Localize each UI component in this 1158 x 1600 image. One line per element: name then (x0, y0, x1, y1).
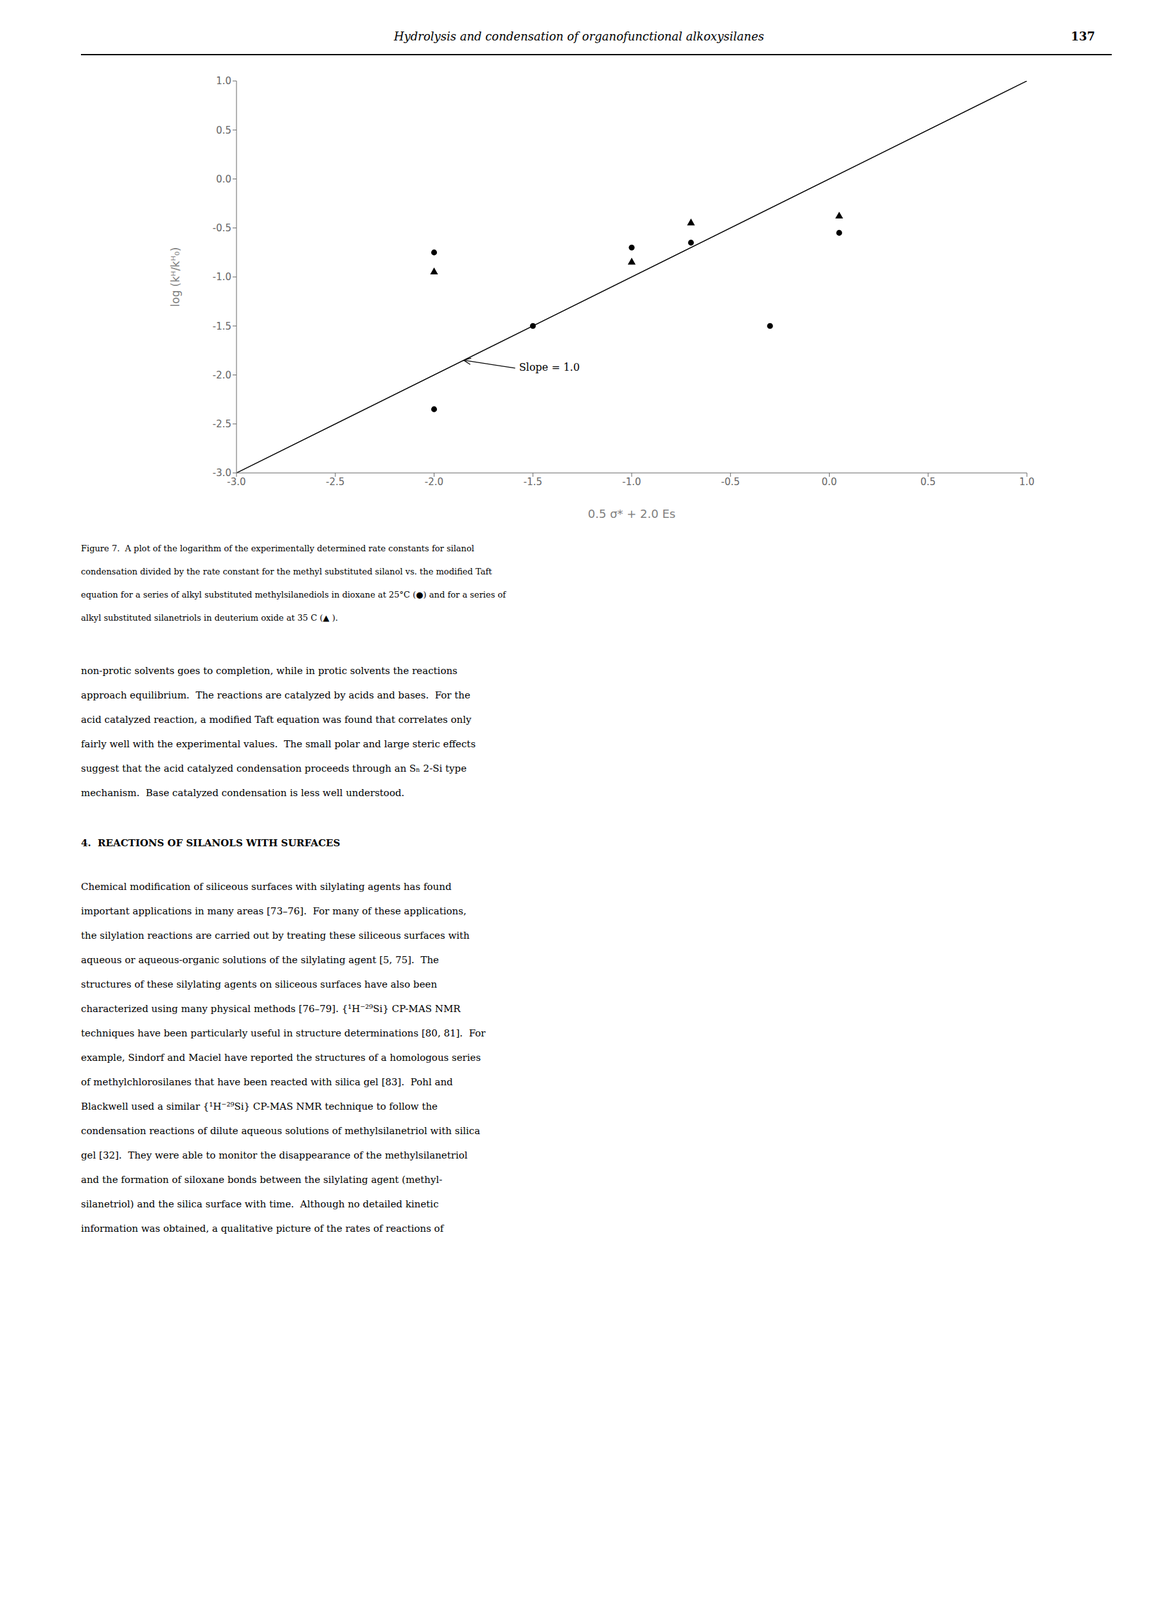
html-text:condensation divided by the ra: condensation divided by the rate constan… (80, 566, 492, 577)
svg-text:-3.0: -3.0 (212, 467, 232, 479)
svg-text:-1.5: -1.5 (523, 476, 543, 488)
svg-text:0.5: 0.5 (920, 476, 936, 488)
svg-text:-2.5: -2.5 (325, 476, 345, 488)
html-text:approach equilibrium. The reac: approach equilibrium. The reactions are … (80, 689, 471, 702)
svg-text:-1.0: -1.0 (622, 476, 641, 488)
svg-text:-1.0: -1.0 (212, 271, 232, 283)
html-text:aqueous or aqueous-organic sol: aqueous or aqueous-organic solutions of … (80, 954, 439, 966)
html-text:fairly well with the experimen: fairly well with the experimental values… (80, 738, 476, 750)
html-text:techniques have been particula: techniques have been particularly useful… (80, 1027, 486, 1040)
svg-text:-2.5: -2.5 (212, 418, 232, 430)
svg-text:-2.0: -2.0 (424, 476, 444, 488)
html-text:suggest that the acid catalyze: suggest that the acid catalyzed condensa… (80, 762, 467, 775)
html-text:Figure 7. A plot of the logari: Figure 7. A plot of the logarithm of the… (80, 543, 475, 554)
svg-text:1.0: 1.0 (1019, 476, 1035, 488)
html-text:example, Sindorf and Maciel ha: example, Sindorf and Maciel have reporte… (80, 1051, 481, 1064)
html-text:of methylchlorosilanes that ha: of methylchlorosilanes that have been re… (80, 1076, 453, 1088)
html-text:alkyl substituted silanetriols: alkyl substituted silanetriols in deuter… (80, 613, 338, 623)
svg-text:-1.5: -1.5 (212, 320, 232, 333)
svg-text:-0.5: -0.5 (721, 476, 740, 488)
svg-text:1.0: 1.0 (215, 75, 232, 87)
svg-text:-2.0: -2.0 (212, 369, 232, 382)
html-text:Hydrolysis and condensation of: Hydrolysis and condensation of organofun… (393, 29, 765, 44)
svg-text:log (kᴴ/kᴴ₀): log (kᴴ/kᴴ₀) (169, 247, 182, 308)
svg-text:0.0: 0.0 (821, 476, 838, 488)
svg-text:0.5 σ* + 2.0 Es: 0.5 σ* + 2.0 Es (587, 507, 676, 521)
html-text:structures of these silylating: structures of these silylating agents on… (80, 978, 438, 991)
html-text:the silylation reactions are c: the silylation reactions are carried out… (80, 929, 470, 942)
html-text:condensation reactions of dilu: condensation reactions of dilute aqueous… (80, 1125, 481, 1137)
html-text:silanetriol) and the silica su: silanetriol) and the silica surface with… (80, 1198, 439, 1211)
html-text:4. REACTIONS OF SILANOLS WITH: 4. REACTIONS OF SILANOLS WITH SURFACES (80, 837, 341, 849)
svg-text:0.0: 0.0 (215, 173, 232, 186)
html-text:non-protic solvents goes to co: non-protic solvents goes to completion, … (80, 665, 458, 677)
svg-text:0.5: 0.5 (215, 124, 232, 137)
html-text:Chemical modification of silic: Chemical modification of siliceous surfa… (80, 881, 452, 893)
html-text:mechanism. Base catalyzed cond: mechanism. Base catalyzed condensation i… (80, 787, 405, 799)
html-text:Blackwell used a similar {¹H⁻²: Blackwell used a similar {¹H⁻²⁹Si} CP-MA… (80, 1100, 438, 1113)
html-text:characterized using many physi: characterized using many physical method… (80, 1003, 461, 1015)
html-text:and the formation of siloxane: and the formation of siloxane bonds betw… (80, 1174, 443, 1186)
svg-text:-3.0: -3.0 (227, 475, 246, 488)
svg-text:-0.5: -0.5 (212, 222, 232, 234)
html-text:important applications in many: important applications in many areas [73… (80, 905, 467, 918)
svg-text:Slope = 1.0: Slope = 1.0 (519, 361, 580, 374)
html-text:acid catalyzed reaction, a mod: acid catalyzed reaction, a modified Taft… (80, 713, 472, 726)
html-text:equation for a series of alkyl: equation for a series of alkyl substitut… (80, 589, 506, 600)
html-text:information was obtained, a qu: information was obtained, a qualitative … (80, 1222, 444, 1235)
html-text:gel [32]. They were able to mo: gel [32]. They were able to monitor the … (80, 1149, 468, 1162)
html-text:137: 137 (1070, 29, 1096, 44)
